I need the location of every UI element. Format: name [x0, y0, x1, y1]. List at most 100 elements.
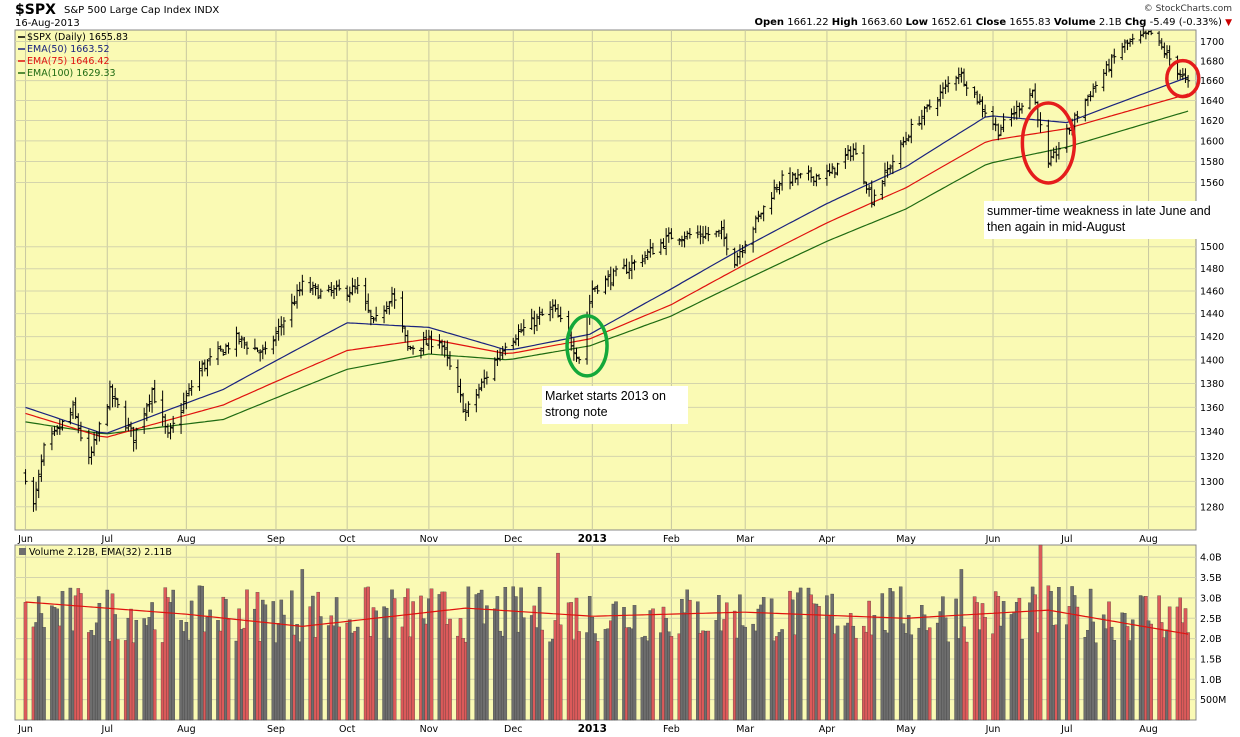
annotation-line: strong note — [545, 405, 608, 419]
volume-bar — [116, 639, 120, 721]
volume-bar — [485, 605, 489, 721]
price-bar — [872, 189, 877, 207]
price-bar — [279, 316, 284, 336]
price-tick-label: 1480 — [1200, 264, 1224, 275]
volume-bar — [282, 614, 286, 721]
price-bar — [832, 167, 837, 179]
price-bar — [408, 345, 413, 351]
x-tick-label: May — [896, 534, 916, 545]
price-bar — [1075, 110, 1080, 123]
price-bar — [621, 258, 626, 270]
price-bar — [466, 401, 471, 417]
price-bar — [463, 403, 468, 421]
price-bar — [888, 164, 893, 174]
price-bar — [421, 331, 426, 355]
price-bar — [1130, 33, 1135, 45]
price-bar — [36, 469, 41, 499]
volume-bar — [1001, 601, 1006, 721]
volume-bar — [374, 610, 378, 721]
price-bar — [824, 164, 829, 186]
x-tick-label: Sep — [267, 534, 285, 545]
price-bar — [255, 347, 260, 353]
chart-date: 16-Aug-2013 — [15, 18, 80, 29]
price-tick-label: 1580 — [1200, 157, 1224, 168]
price-bar — [429, 330, 434, 354]
price-bar — [943, 79, 948, 94]
volume-bar — [1020, 638, 1024, 721]
price-bar — [152, 379, 157, 404]
price-bar — [89, 446, 94, 465]
volume-bar — [171, 589, 175, 721]
symbol-title: $SPX — [15, 2, 56, 18]
price-tick-label: 1420 — [1200, 332, 1224, 343]
x-tick-label: 2013 — [578, 723, 607, 735]
price-bar — [698, 225, 703, 245]
price-bar — [917, 116, 922, 126]
price-bar — [405, 330, 410, 351]
price-bar — [440, 339, 445, 356]
volume-bar — [79, 593, 83, 721]
volume-bar — [263, 604, 268, 721]
price-bar — [197, 361, 202, 391]
price-bar — [806, 165, 811, 181]
price-bar — [411, 345, 416, 355]
volume-bar — [522, 617, 526, 721]
price-bar — [590, 280, 595, 308]
price-bar — [677, 238, 682, 246]
volume-bar — [1057, 587, 1061, 721]
volume-bar — [1167, 606, 1172, 721]
price-bar — [540, 308, 545, 317]
price-bar — [226, 342, 231, 354]
volume-bar — [208, 609, 212, 721]
down-arrow-icon: ▼ — [1225, 18, 1232, 28]
price-bar — [316, 284, 321, 300]
volume-bar — [97, 603, 102, 721]
price-bar — [793, 172, 798, 183]
price-bar — [643, 251, 648, 265]
price-bar — [925, 104, 930, 113]
volume-bar — [688, 599, 692, 721]
price-bars — [23, 26, 1191, 512]
volume-label: Volume — [1053, 17, 1096, 28]
volume-bar — [1094, 642, 1098, 721]
price-bar — [516, 324, 521, 347]
volume-bar — [761, 597, 766, 721]
price-bar — [205, 359, 210, 377]
x-tick-label: May — [896, 724, 916, 735]
price-bar — [798, 172, 803, 179]
open-value: 1661.22 — [787, 17, 829, 28]
high-value: 1663.60 — [861, 17, 903, 28]
price-bar — [289, 293, 294, 328]
price-bar — [962, 68, 967, 87]
price-bar — [426, 329, 431, 350]
price-bar — [1175, 55, 1180, 80]
price-bar — [640, 254, 645, 267]
price-bar — [830, 163, 835, 175]
price-bar — [49, 427, 54, 451]
price-bar — [221, 349, 226, 356]
volume-ema — [25, 601, 1189, 635]
price-bar — [890, 154, 895, 175]
x-tick-label: Oct — [339, 534, 356, 545]
volume-tick-label: 4.0B — [1200, 553, 1222, 564]
price-bar — [347, 286, 352, 303]
price-bar — [57, 419, 62, 435]
price-bar — [200, 360, 205, 377]
price-bar — [998, 124, 1003, 137]
price-bar — [271, 335, 276, 355]
volume-bars — [23, 544, 1190, 721]
x-tick-label: Oct — [339, 724, 356, 735]
price-bar — [603, 275, 608, 295]
price-bar — [743, 240, 748, 254]
volume-bar — [540, 629, 544, 721]
price-tick-label: 1500 — [1200, 242, 1224, 253]
price-bar — [94, 430, 99, 445]
price-bar — [972, 86, 977, 99]
price-bar — [687, 228, 692, 239]
ema-lines — [25, 76, 1189, 438]
price-bar — [313, 283, 318, 296]
price-bar — [772, 179, 777, 200]
price-tick-label: 1280 — [1200, 502, 1224, 513]
volume-bar — [872, 615, 877, 721]
